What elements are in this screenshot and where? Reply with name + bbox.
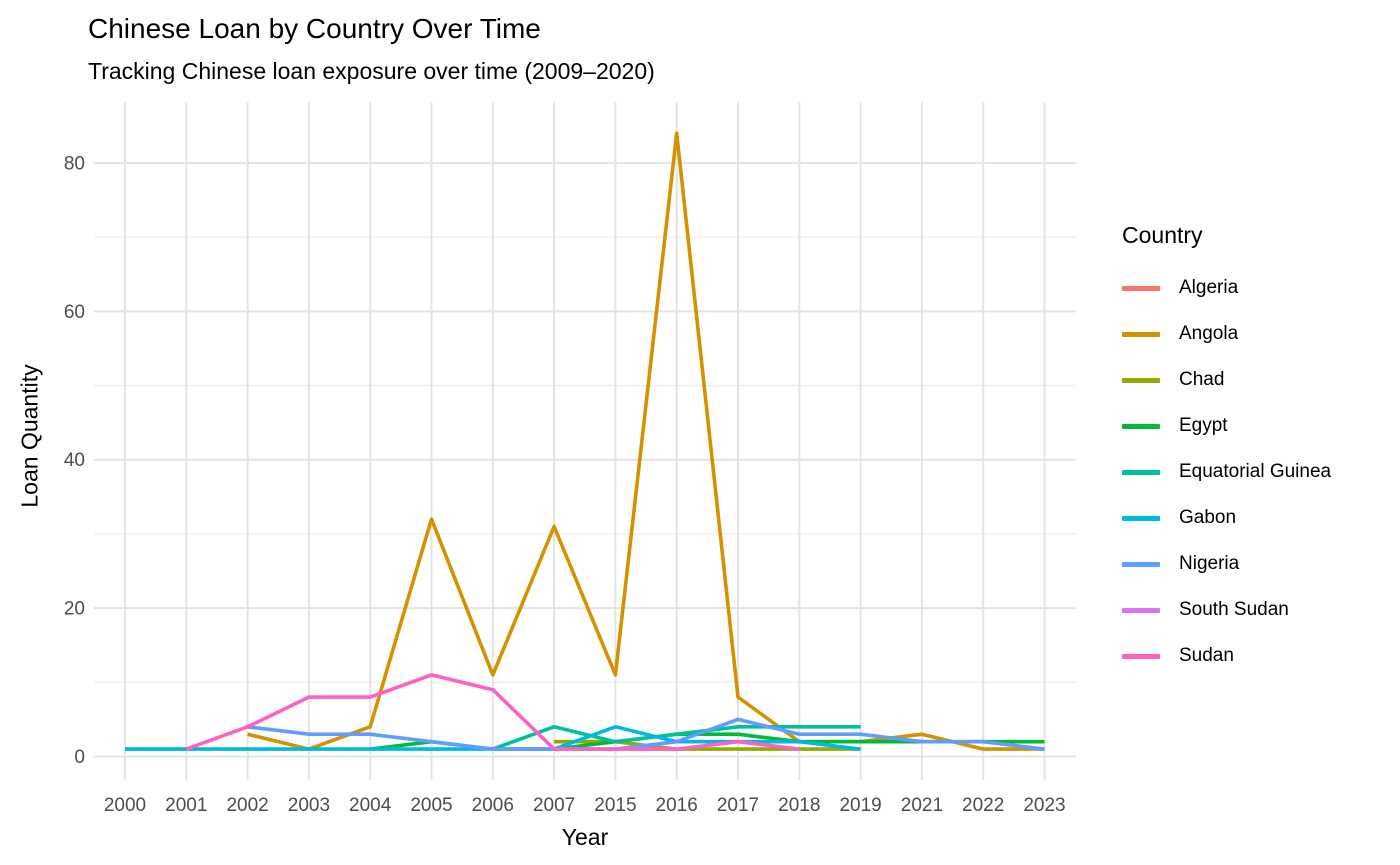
x-tick-label: 2021 [901,795,943,816]
legend-item-label: Egypt [1179,415,1228,436]
legend-item-label: Angola [1179,323,1239,344]
series-line-sudan [185,673,800,751]
x-tick-label: 2016 [656,795,698,816]
legend-item-label: Equatorial Guinea [1179,461,1332,482]
legend: Country Algeria Angola Chad Egypt Equatorial… [1122,222,1331,679]
legend-item-label: Algeria [1179,277,1239,298]
legend-key-swatch-angola [1122,331,1160,337]
legend-item-label: Sudan [1179,645,1234,666]
legend-item-chad: Chad [1122,357,1331,403]
y-tick-label: 60 [64,302,85,323]
legend-item-algeria: Algeria [1122,265,1331,311]
legend-key-swatch-sudan [1122,653,1160,659]
y-axis-title: Loan Quantity [16,364,43,508]
legend-key-swatch-chad [1122,377,1160,383]
legend-key-swatch-algeria [1122,285,1160,291]
legend-item-label: Gabon [1179,507,1237,528]
legend-item-nigeria: Nigeria [1122,541,1331,587]
x-tick-label: 2003 [288,795,330,816]
x-tick-label: 2023 [1023,795,1065,816]
legend-key-swatch-egypt [1122,423,1160,429]
series-line-nigeria [247,717,1045,751]
y-tick-label: 0 [74,747,85,768]
x-tick-label: 2007 [533,795,575,816]
x-tick-label: 2006 [472,795,514,816]
x-tick-label: 2002 [226,795,268,816]
x-tick-label: 2005 [410,795,452,816]
series-line-angola [247,131,1045,751]
legend-item-gabon: Gabon [1122,495,1331,541]
x-tick-label: 2004 [349,795,392,816]
x-tick-label: 2017 [717,795,759,816]
chart-subtitle: Tracking Chinese loan exposure over time… [88,58,655,84]
y-tick-label: 20 [64,599,85,620]
legend-item-egypt: Egypt [1122,403,1331,449]
x-tick-label: 2022 [962,795,1004,816]
y-tick-label: 40 [64,450,85,471]
chart-title: Chinese Loan by Country Over Time [88,13,541,44]
legend-title: Country [1122,222,1203,248]
legend-key-swatch-south-sudan [1122,607,1160,613]
x-tick-label: 2015 [594,795,636,816]
legend-key-swatch-equatorial-guinea [1122,469,1160,475]
legend-item-south-sudan: South Sudan [1122,587,1331,633]
y-tick-label: 80 [64,153,85,174]
legend-key-swatch-nigeria [1122,561,1160,567]
legend-item-equatorial-guinea: Equatorial Guinea [1122,449,1331,495]
legend-item-label: Chad [1179,369,1225,390]
legend-key-swatch-gabon [1122,515,1160,521]
legend-item-sudan: Sudan [1122,633,1331,679]
x-tick-label: 2018 [778,795,820,816]
x-tick-label: 2001 [165,795,207,816]
x-tick-label: 2019 [839,795,881,816]
legend-item-label: Nigeria [1179,553,1240,574]
series-line-equatorial-guinea [492,724,861,751]
legend-items: Algeria Angola Chad Egypt Equatorial Guinea G… [1122,265,1331,679]
legend-item-angola: Angola [1122,311,1331,357]
x-axis-title: Year [561,824,609,850]
legend-item-label: South Sudan [1179,599,1289,620]
x-tick-label: 2000 [104,795,146,816]
